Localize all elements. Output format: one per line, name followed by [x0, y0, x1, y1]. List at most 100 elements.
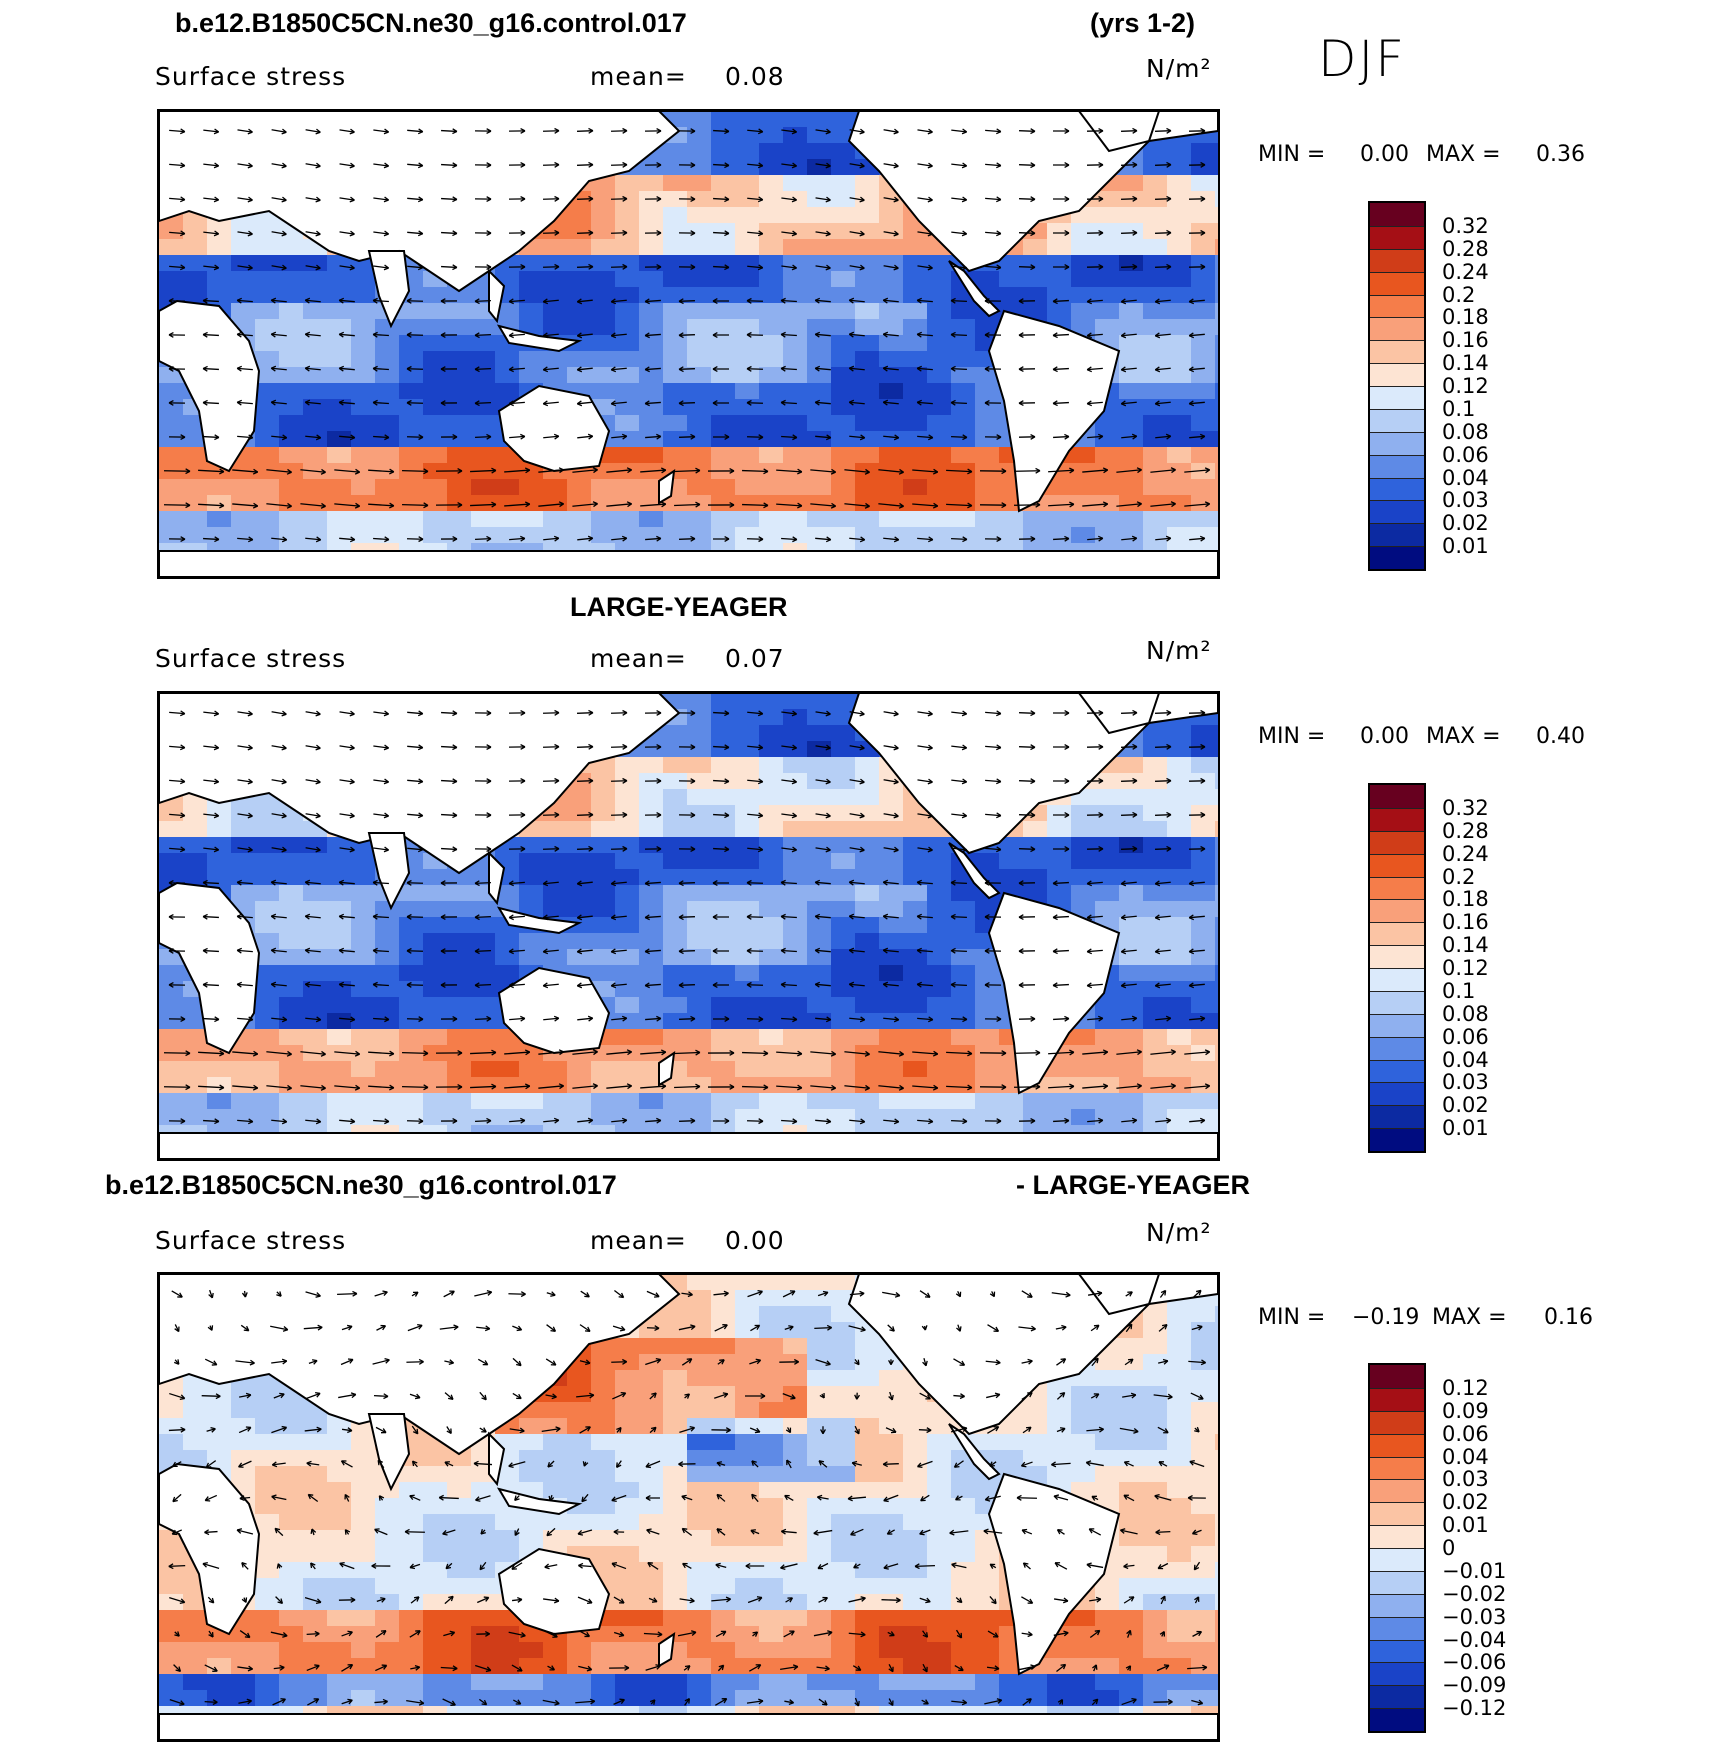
stress-vector [339, 711, 355, 715]
field-cell [783, 303, 808, 320]
stress-vector-head [349, 1118, 356, 1125]
field-cell [327, 1029, 352, 1046]
stress-vector-head [1120, 914, 1127, 921]
stress-vector-head [236, 879, 243, 886]
field-cell [1071, 479, 1096, 496]
stress-vector-head [180, 812, 186, 819]
stress-vector [339, 915, 355, 919]
field-cell [519, 527, 544, 544]
field-cell [591, 351, 616, 368]
field-cell [255, 901, 280, 918]
stress-vector [1121, 198, 1137, 200]
stress-vector-head [554, 777, 560, 784]
stress-vector [1082, 1051, 1108, 1055]
field-cell [735, 415, 760, 432]
stress-vector-head [281, 196, 287, 203]
stress-vector-head [1052, 366, 1058, 373]
field-cell [615, 1093, 640, 1110]
stress-vector [747, 1018, 763, 1020]
field-cell [783, 805, 808, 822]
field-cell [615, 1418, 640, 1435]
stress-vector-head [791, 196, 797, 203]
stress-vector [917, 745, 933, 749]
field-cell [903, 447, 928, 464]
stress-vector [611, 333, 627, 337]
field-cell [615, 1370, 640, 1387]
field-cell [759, 1386, 784, 1403]
field-cell [1119, 837, 1144, 854]
field-cell [783, 1370, 808, 1387]
field-cell [1167, 527, 1192, 544]
field-cell [783, 757, 808, 774]
stress-vector-head [882, 399, 889, 406]
colorbar-tick-label: 0.32 [1442, 213, 1489, 238]
stress-vector-head [452, 230, 458, 237]
stress-vector [271, 299, 287, 303]
stress-vector-head [780, 297, 786, 304]
field-cell [639, 1402, 664, 1419]
stress-vector-head [622, 845, 628, 852]
stress-vector-head [927, 812, 933, 819]
stress-vector-head [830, 468, 837, 475]
field-cell [831, 351, 856, 368]
field-cell [1215, 431, 1218, 448]
field-cell [879, 431, 904, 448]
variable-label: Surface stress [155, 644, 347, 673]
stress-vector [713, 745, 729, 749]
stress-vector-head [825, 434, 832, 441]
field-cell [1215, 223, 1218, 240]
stress-vector [271, 983, 287, 987]
colorbar-swatch [1370, 1105, 1424, 1129]
stress-vector-head [1098, 195, 1104, 202]
colorbar-swatch [1370, 454, 1424, 478]
field-cell [1143, 901, 1168, 918]
colorbar-swatch [1370, 1128, 1424, 1151]
stress-vector [849, 949, 865, 953]
field-cell [831, 479, 856, 496]
field-cell [1191, 287, 1216, 304]
stress-vector [815, 265, 831, 269]
field-cell [831, 757, 856, 774]
stress-vector-head [610, 948, 617, 955]
stress-vector [606, 1085, 632, 1089]
field-cell [1143, 383, 1168, 400]
field-cell [903, 479, 928, 496]
field-cell [591, 837, 616, 854]
field-cell [855, 837, 880, 854]
stress-vector-head [1166, 263, 1172, 270]
stress-vector-head [417, 162, 424, 169]
stress-vector-head [791, 778, 797, 785]
field-cell [1095, 1061, 1120, 1078]
field-cell [1119, 351, 1144, 368]
field-cell [1047, 1109, 1072, 1126]
stress-vector-head [338, 297, 345, 304]
stress-vector [946, 1051, 972, 1055]
stress-vector-head [542, 298, 549, 305]
field-cell [183, 869, 208, 886]
field-cell [759, 789, 784, 806]
stress-vector-head [491, 1083, 497, 1090]
field-cell [423, 885, 448, 902]
field-cell [1023, 837, 1048, 854]
field-cell [759, 1109, 784, 1126]
stress-vector [373, 197, 389, 201]
stress-vector [169, 847, 185, 851]
field-cell [567, 319, 592, 336]
field-cell [735, 335, 760, 352]
stress-vector-head [1030, 1015, 1036, 1022]
field-cell [735, 1370, 760, 1387]
field-cell [663, 917, 688, 934]
stress-vector [339, 367, 355, 371]
field-cell [543, 1093, 568, 1110]
stress-vector-head [1199, 535, 1206, 542]
stress-vector-head [417, 128, 424, 135]
field-cell [447, 1029, 472, 1046]
field-cell [1071, 1402, 1096, 1419]
field-cell [759, 1306, 784, 1323]
stress-vector-head [281, 744, 287, 751]
field-cell [759, 255, 784, 272]
field-cell [687, 1274, 712, 1291]
field-cell [1167, 1306, 1192, 1323]
field-cell [1143, 287, 1168, 304]
field-cell [783, 1274, 808, 1291]
